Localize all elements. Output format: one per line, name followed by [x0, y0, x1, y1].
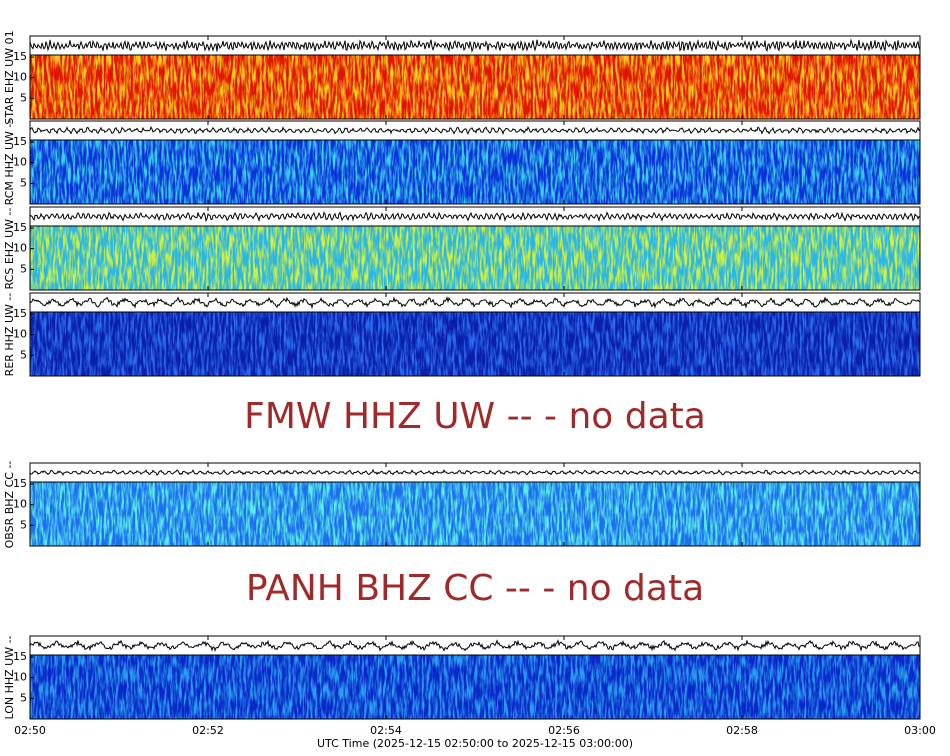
x-tick-label: 02:54 [370, 724, 402, 737]
x-tick-label: 02:56 [548, 724, 580, 737]
spectrogram-texture [30, 655, 920, 719]
channel-label: LON HHZ UW -- [3, 635, 16, 719]
waveform [29, 38, 921, 53]
y-tick-label: 15 [13, 135, 27, 148]
y-tick-label: 15 [13, 307, 27, 320]
y-tick-label: 10 [13, 71, 27, 84]
channel-label: RCS EHZ UW -- [3, 208, 16, 290]
spectrogram-texture [30, 55, 920, 119]
x-tick-label: 03:00 [904, 724, 936, 737]
waveform [29, 639, 920, 652]
spectrogram-frame [29, 481, 921, 547]
spectrogram-texture [30, 140, 920, 204]
no-data-message: PANH BHZ CC -- - no data [246, 568, 704, 609]
x-tick-label: 02:52 [192, 724, 224, 737]
channel-label: OBSR BHZ CC -- [3, 461, 16, 549]
y-tick-label: 5 [20, 91, 27, 104]
spectrogram-frame [29, 139, 921, 205]
y-tick-label: 10 [13, 498, 27, 511]
y-tick-label: 5 [20, 518, 27, 531]
spectrogram-frame [29, 54, 921, 120]
y-tick-label: 15 [13, 50, 27, 63]
channel-label: STAR EHZ UW 01 [3, 30, 16, 124]
x-tick-label: 02:58 [726, 724, 758, 737]
spectrogram-texture [30, 312, 920, 376]
waveform [29, 211, 921, 223]
y-tick-label: 15 [13, 477, 27, 490]
spectrogram-texture [30, 482, 920, 546]
spectrogram-frame [29, 225, 921, 291]
y-tick-label: 5 [20, 348, 27, 361]
y-tick-label: 10 [13, 242, 27, 255]
x-tick-label: 02:50 [14, 724, 46, 737]
y-tick-label: 5 [20, 691, 27, 704]
y-tick-label: 5 [20, 262, 27, 275]
waveform [29, 296, 921, 310]
waveform-frame [29, 292, 921, 313]
y-tick-label: 10 [13, 156, 27, 169]
channel-label: RER HHZ UW -- [3, 293, 16, 377]
channel-label: RCM HHZ UW -- [3, 120, 16, 206]
waveform [29, 468, 921, 476]
y-tick-label: 10 [13, 328, 27, 341]
y-tick-label: 15 [13, 221, 27, 234]
y-tick-label: 5 [20, 176, 27, 189]
y-tick-label: 15 [13, 650, 27, 663]
spectrogram-texture [30, 226, 920, 290]
y-tick-label: 10 [13, 671, 27, 684]
no-data-message: FMW HHZ UW -- - no data [244, 396, 706, 437]
spectrogram-frame [29, 654, 921, 720]
waveform [29, 126, 921, 136]
x-axis-label: UTC Time (2025-12-15 02:50:00 to 2025-12… [317, 737, 633, 750]
spectrogram-frame [29, 311, 921, 377]
